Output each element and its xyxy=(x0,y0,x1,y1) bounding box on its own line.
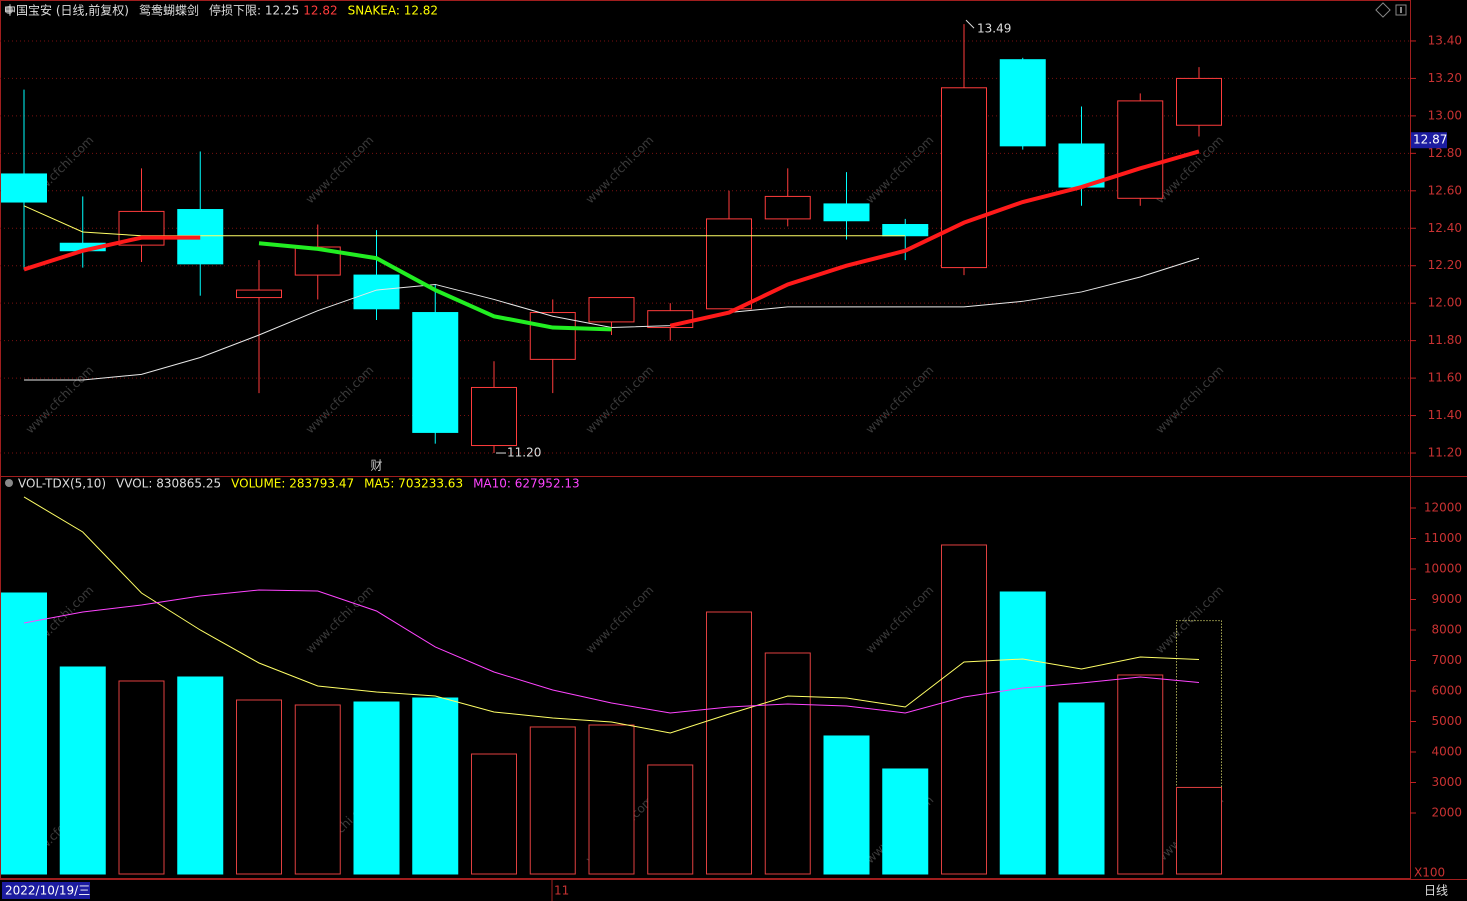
legend-text: 鸳鸯蝴蝶剑 xyxy=(139,3,199,18)
y-tick-label: 8000 xyxy=(1431,622,1462,636)
legend-text: 12.82 xyxy=(303,4,337,18)
y-tick-label: 9000 xyxy=(1431,592,1462,606)
legend-text: SNAKEA: 12.82 xyxy=(348,4,438,18)
annotation-arrow xyxy=(965,19,975,29)
indicator-line xyxy=(258,241,612,332)
ma-line xyxy=(23,496,1200,734)
y-tick-label: 13.00 xyxy=(1428,108,1462,122)
volume-bar xyxy=(1,592,47,875)
date-box xyxy=(2,882,90,899)
menu-dot xyxy=(5,479,13,487)
candle-body xyxy=(236,289,282,299)
candle-body xyxy=(1,173,47,203)
candle-body xyxy=(353,274,400,310)
y-tick-label: 12.60 xyxy=(1428,183,1462,197)
frame xyxy=(0,0,1411,879)
y-tick-label: 13.40 xyxy=(1428,33,1462,47)
icon[interactable] xyxy=(1375,2,1391,18)
volume-bar xyxy=(353,701,400,875)
y-tick-label: 5000 xyxy=(1431,714,1462,728)
legend-text: VOLUME: 283793.47 xyxy=(231,477,354,491)
volume-bar xyxy=(941,544,987,875)
y-tick-label: 12.40 xyxy=(1428,221,1462,235)
y-tick-label: 11.80 xyxy=(1428,333,1462,347)
volume-bar xyxy=(412,697,459,875)
panel-title: VOL-TDX(5,10) xyxy=(18,477,106,491)
legend-text: VVOL: 830865.25 xyxy=(116,477,221,491)
footer-date: 2022/10/19/三 xyxy=(5,884,90,898)
candle-body xyxy=(999,59,1046,147)
y-tick-label: 6000 xyxy=(1431,683,1462,697)
y-tick-label: 11000 xyxy=(1424,531,1462,545)
y-tick-label: 4000 xyxy=(1431,744,1462,758)
y-tick-label: 10000 xyxy=(1424,561,1462,575)
legend-text: MA10: 627952.13 xyxy=(473,477,580,491)
icon[interactable] xyxy=(1395,4,1407,16)
candle-body xyxy=(588,297,635,323)
volume-bar xyxy=(236,699,282,875)
candle-body xyxy=(823,203,870,222)
annotation: 11.20 xyxy=(507,446,541,460)
volume-bar xyxy=(823,735,870,875)
candle-body xyxy=(1176,77,1222,126)
volume-bar xyxy=(764,652,811,875)
price-tag-label: 12.87 xyxy=(1413,133,1447,147)
indicator-line xyxy=(23,149,1200,328)
y-tick-label: 11.40 xyxy=(1428,408,1462,422)
y-tick-label: 7000 xyxy=(1431,653,1462,667)
volume-bar xyxy=(118,680,165,875)
candle-body xyxy=(471,386,517,447)
y-tick-label: 11.60 xyxy=(1428,371,1462,385)
candle-body xyxy=(529,312,576,360)
candle-body xyxy=(941,87,987,269)
volume-bar xyxy=(706,611,752,875)
unit-label: X100 xyxy=(1414,866,1445,880)
candle-body xyxy=(882,224,929,237)
candle-body xyxy=(706,218,752,310)
y-tick-label: 11.20 xyxy=(1428,446,1462,460)
y-tick-label: 12000 xyxy=(1424,500,1462,514)
volume-bar xyxy=(529,726,576,875)
volume-bar xyxy=(471,753,517,875)
volume-bar xyxy=(1058,702,1105,875)
legend-text: MA5: 703233.63 xyxy=(364,477,463,491)
volume-bar xyxy=(999,591,1046,875)
event-marker: 财 xyxy=(370,459,382,473)
y-tick-label: 2000 xyxy=(1431,805,1462,819)
price-tag xyxy=(1411,132,1447,149)
y-tick-label: 12.20 xyxy=(1428,258,1462,272)
icon xyxy=(1400,7,1402,13)
candle-body xyxy=(764,195,811,220)
annotation: 13.49 xyxy=(977,22,1011,36)
candle-body xyxy=(412,312,459,433)
volume-projection xyxy=(1176,620,1222,875)
volume-bar xyxy=(1117,674,1164,875)
menu-dot xyxy=(5,6,13,14)
candle-body xyxy=(1058,143,1105,188)
y-tick-label: 12.00 xyxy=(1428,296,1462,310)
y-tick-label: 3000 xyxy=(1431,775,1462,789)
panel-title: 中国宝安 (日线,前复权) xyxy=(4,3,129,18)
footer-month: 11 xyxy=(554,884,569,898)
volume-bar xyxy=(588,724,635,875)
volume-bar xyxy=(1176,786,1222,875)
legend-text: 停损下限: 12.25 xyxy=(209,3,299,18)
footer-period[interactable]: 日线 xyxy=(1424,884,1448,898)
candle-body xyxy=(1117,100,1164,199)
volume-bar xyxy=(59,666,106,875)
ma-line xyxy=(23,589,1200,714)
volume-bar xyxy=(647,764,694,875)
volume-bar xyxy=(294,704,341,875)
y-tick-label: 13.20 xyxy=(1428,71,1462,85)
volume-bar xyxy=(177,676,224,875)
y-tick-label: 12.80 xyxy=(1428,146,1462,160)
volume-bar xyxy=(882,768,929,875)
